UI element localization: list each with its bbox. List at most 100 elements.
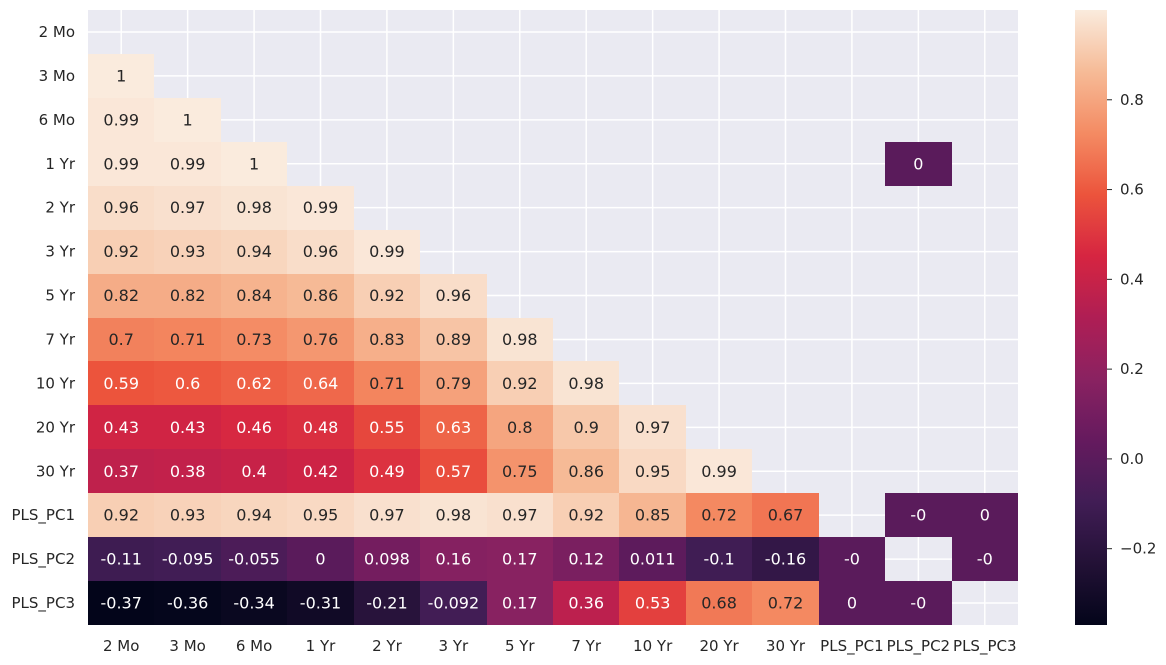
cell-value-label: -0.34	[233, 594, 274, 613]
heatmap-cell	[221, 274, 287, 318]
heatmap-cell	[487, 361, 553, 405]
heatmap-cell	[619, 537, 686, 581]
heatmap-cell	[221, 449, 287, 493]
cell-value-label: 0.72	[768, 594, 804, 613]
cell-value-label: 0.95	[635, 462, 671, 481]
heatmap-cell	[88, 493, 154, 537]
heatmap-cell	[354, 361, 420, 405]
heatmap-cell	[619, 405, 686, 449]
heatmap-cell	[221, 186, 287, 230]
cell-value-label: 0.098	[364, 550, 410, 569]
heatmap-cell	[420, 581, 487, 625]
heatmap-cell	[420, 274, 487, 318]
heatmap-cell	[553, 361, 619, 405]
x-tick-label: 7 Yr	[571, 637, 601, 655]
x-tick-label: 3 Yr	[439, 637, 469, 655]
y-tick-label: 7 Yr	[45, 330, 75, 348]
heatmap-cell	[752, 581, 819, 625]
cell-value-label: 0.68	[701, 594, 737, 613]
heatmap-cell	[154, 274, 221, 318]
heatmap-cell	[553, 449, 619, 493]
cell-value-label: 0.95	[303, 506, 339, 525]
cell-value-label: -0.11	[101, 550, 142, 569]
heatmap-cell	[154, 230, 221, 274]
heatmap-cell	[819, 581, 885, 625]
cell-value-label: 0.53	[635, 594, 671, 613]
x-tick-label: 2 Yr	[372, 637, 402, 655]
heatmap-cell	[686, 581, 752, 625]
heatmap-cell	[287, 493, 354, 537]
cell-value-label: -0.31	[300, 594, 341, 613]
colorbar-tick-label: 0.2	[1120, 360, 1144, 378]
heatmap-cell	[154, 493, 221, 537]
cell-value-label: -0.37	[101, 594, 142, 613]
cell-value-label: 0.43	[170, 418, 206, 437]
cell-value-label: 0.37	[103, 462, 139, 481]
x-tick-label: 6 Mo	[236, 637, 272, 655]
cell-value-label: 0.71	[369, 374, 405, 393]
heatmap-cell	[88, 318, 154, 361]
y-tick-label: 20 Yr	[36, 418, 76, 436]
heatmap-cell	[354, 318, 420, 361]
heatmap-cell	[88, 186, 154, 230]
y-tick-label: PLS_PC2	[12, 550, 76, 569]
cell-value-label: 0.82	[170, 286, 206, 305]
cell-value-label: 0	[847, 594, 857, 613]
cell-value-label: 0.4	[241, 462, 266, 481]
cell-value-label: 0.92	[502, 374, 538, 393]
cell-value-label: 0	[980, 506, 990, 525]
cell-value-label: 0.82	[103, 286, 139, 305]
cell-value-label: 0.97	[369, 506, 405, 525]
y-tick-label: 5 Yr	[45, 287, 75, 305]
cell-value-label: 0.98	[436, 506, 472, 525]
heatmap-cell	[487, 581, 553, 625]
heatmap-cell	[221, 318, 287, 361]
heatmap-cell	[221, 537, 287, 581]
heatmap-cell	[354, 449, 420, 493]
cell-value-label: 0.6	[175, 374, 200, 393]
cell-value-label: 0.96	[303, 242, 339, 261]
heatmap-cell	[752, 537, 819, 581]
heatmap-cell	[287, 274, 354, 318]
cell-value-label: 0.92	[568, 506, 604, 525]
heatmap-cell	[420, 449, 487, 493]
heatmap-cell	[354, 274, 420, 318]
heatmap-cell	[420, 493, 487, 537]
y-tick-label: 2 Mo	[39, 23, 75, 41]
heatmap-cell	[686, 449, 752, 493]
cell-value-label: 0.84	[236, 286, 272, 305]
heatmap-cell	[619, 581, 686, 625]
heatmap-cell	[287, 318, 354, 361]
cell-value-label: 0.85	[635, 506, 671, 525]
heatmap-cell	[487, 449, 553, 493]
heatmap-cell	[287, 449, 354, 493]
heatmap-cell	[154, 405, 221, 449]
cell-value-label: -0.36	[167, 594, 208, 613]
heatmap-cell	[88, 361, 154, 405]
y-tick-label: PLS_PC1	[12, 506, 76, 525]
heatmap-cell	[154, 186, 221, 230]
cell-value-label: 0.76	[303, 330, 339, 349]
heatmap-cell	[819, 537, 885, 581]
y-tick-label: PLS_PC3	[12, 594, 76, 613]
y-tick-labels: 2 Mo 3 Mo 6 Mo 1 Yr 2 Yr 3 Yr 5 Yr 7 Yr 10 Yr 20 …	[12, 23, 76, 613]
cell-value-label: -0	[910, 594, 926, 613]
cell-value-label: 0.9	[573, 418, 598, 437]
heatmap-cell	[553, 537, 619, 581]
y-tick-label: 1 Yr	[45, 155, 75, 173]
heatmap-cell	[221, 142, 287, 186]
heatmap-cell	[354, 537, 420, 581]
cell-value-label: 0.7	[108, 330, 133, 349]
heatmap-cell	[88, 54, 154, 98]
cell-value-label: 0.92	[103, 242, 139, 261]
cell-value-label: 0.72	[701, 506, 737, 525]
heatmap-cell	[287, 405, 354, 449]
cell-value-label: 0.75	[502, 462, 538, 481]
cell-value-label: 0.86	[568, 462, 604, 481]
cell-value-label: 0.57	[436, 462, 472, 481]
cell-value-label: 0.011	[630, 550, 676, 569]
heatmap-cell	[487, 405, 553, 449]
heatmap-cell	[885, 581, 952, 625]
heatmap-cell	[354, 405, 420, 449]
heatmap-cell	[154, 142, 221, 186]
